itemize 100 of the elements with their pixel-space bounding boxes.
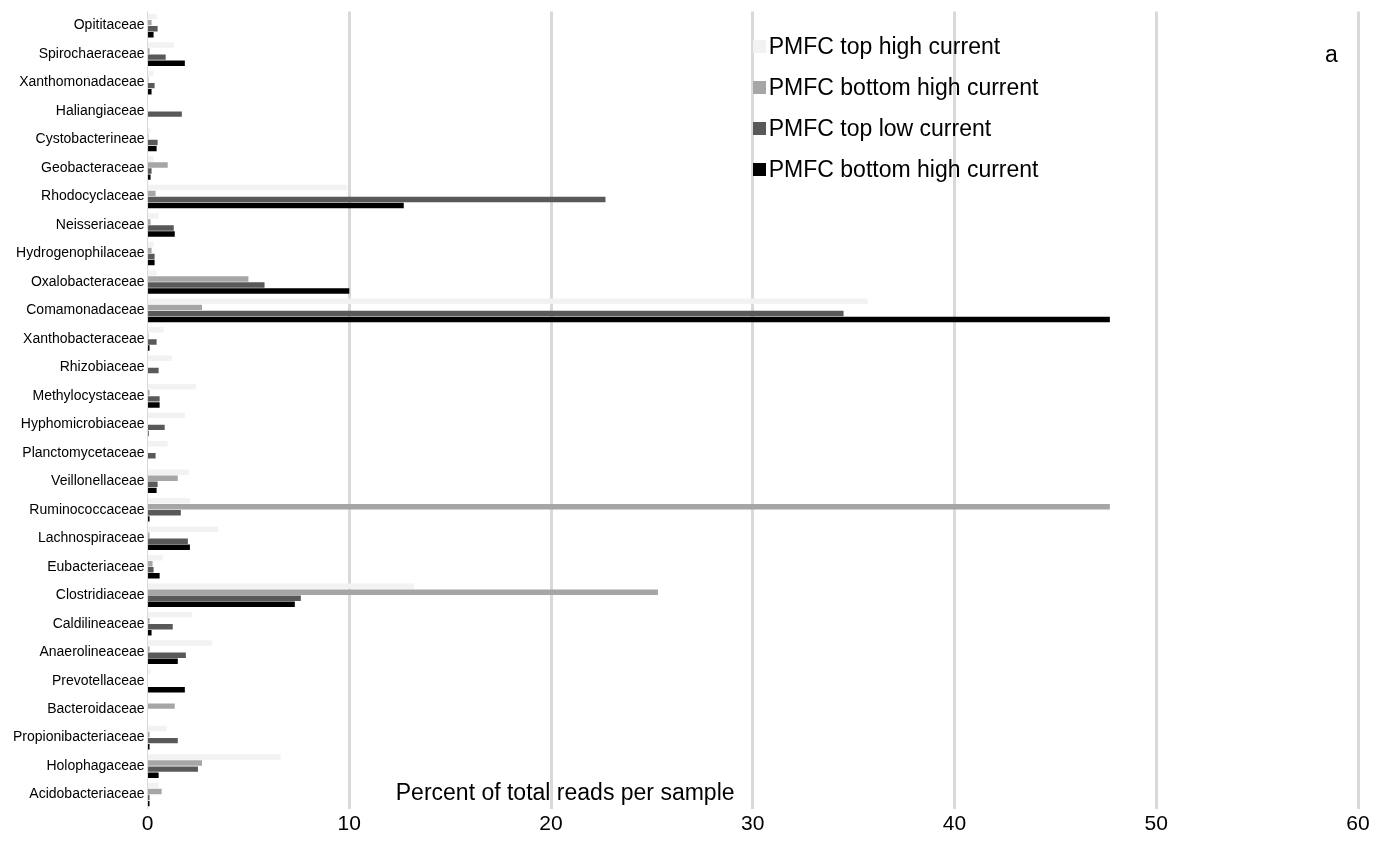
bar	[148, 304, 202, 311]
bar	[148, 145, 157, 152]
bar	[148, 88, 152, 95]
bar	[148, 82, 155, 89]
bar	[148, 367, 159, 374]
bar	[148, 384, 196, 390]
bar	[148, 725, 167, 732]
bar	[148, 623, 173, 630]
bar	[148, 772, 159, 778]
bar	[148, 174, 151, 180]
bar	[148, 487, 157, 494]
y-tick-label: Anaerolineaceae	[39, 643, 145, 660]
bar	[148, 658, 178, 664]
legend-label: PMFC top low current	[768, 115, 992, 143]
x-tick-label: 50	[1144, 811, 1168, 835]
bar	[148, 127, 151, 134]
bar	[148, 504, 1110, 510]
bar	[148, 310, 844, 317]
bar	[148, 111, 182, 117]
y-tick-label: Methylocystaceae	[32, 386, 145, 403]
bar	[148, 595, 301, 601]
bar	[148, 202, 404, 209]
bar	[148, 544, 190, 551]
bar	[148, 219, 151, 225]
bar	[148, 288, 350, 294]
bar	[148, 259, 155, 266]
bar	[148, 298, 868, 305]
bar	[148, 441, 168, 447]
x-tick-label: 10	[337, 811, 361, 835]
bar	[148, 640, 213, 646]
bar	[148, 510, 181, 516]
x-tick-label: 0	[141, 811, 154, 835]
y-tick-label: Lachnospiraceae	[37, 529, 145, 546]
bar	[148, 412, 185, 418]
bar	[148, 355, 172, 362]
x-axis-title: Percent of total reads per sample	[395, 778, 735, 805]
x-tick-label: 60	[1346, 811, 1370, 835]
bar	[148, 70, 154, 77]
bar	[148, 583, 414, 589]
bar	[148, 630, 152, 636]
bar	[148, 754, 281, 760]
bar	[148, 573, 160, 579]
bar	[148, 526, 219, 532]
y-tick-label: Eubacteriaceae	[47, 557, 145, 574]
y-tick-label: Veillonellaceae	[51, 472, 145, 489]
bar	[148, 560, 153, 567]
bar	[148, 766, 198, 772]
bar	[148, 475, 178, 481]
bar	[148, 13, 157, 20]
bar	[148, 42, 174, 48]
bar	[148, 737, 178, 744]
bar	[148, 184, 348, 191]
bar	[148, 270, 157, 276]
bar	[148, 168, 152, 174]
bar	[148, 19, 152, 26]
bar	[148, 60, 185, 66]
y-tick-label: Oxalobacteraceae	[30, 272, 145, 289]
bar	[148, 402, 160, 408]
bar	[148, 139, 158, 146]
bar	[148, 327, 164, 333]
y-tick-label: Propionibacteriaceae	[13, 728, 145, 745]
y-tick-label: Neisseriaceae	[55, 215, 145, 232]
bar	[148, 196, 606, 203]
y-tick-label: Opititaceae	[73, 16, 145, 33]
y-tick-label: Xanthobacteraceae	[23, 329, 145, 346]
bar	[148, 782, 159, 789]
bar	[148, 703, 175, 709]
y-tick-label: Rhodocyclaceae	[41, 187, 145, 204]
y-tick-label: Ruminococcaceae	[29, 500, 145, 517]
bar	[148, 213, 159, 219]
y-tick-label: Haliangiaceae	[55, 101, 145, 118]
x-tick-label: 20	[539, 811, 563, 835]
bar	[148, 538, 188, 544]
bar	[148, 567, 154, 573]
bar	[148, 424, 165, 431]
bar	[148, 190, 156, 197]
bar	[148, 54, 166, 60]
bar	[148, 611, 192, 618]
y-tick-label: Hyphomicrobiaceae	[20, 415, 145, 432]
y-tick-label: Caldilineaceae	[52, 614, 145, 631]
y-tick-label: Bacteroidaceae	[47, 699, 145, 716]
bar	[148, 396, 160, 402]
y-tick-label: Hydrogenophilaceae	[16, 244, 145, 261]
bar	[148, 339, 157, 345]
bar	[148, 25, 158, 32]
x-tick-label: 30	[741, 811, 765, 835]
y-tick-label: Rhizobiaceae	[59, 358, 145, 375]
y-tick-label: Spirochaeraceae	[38, 44, 145, 61]
bar	[148, 497, 190, 504]
bar	[148, 225, 174, 231]
bar	[148, 760, 202, 766]
bar	[148, 241, 154, 248]
bar	[148, 453, 156, 459]
annotation: a	[1325, 41, 1338, 68]
y-tick-label: Cystobacterineae	[35, 130, 145, 147]
bar	[148, 687, 185, 693]
legend-label: PMFC bottom high current	[768, 74, 1039, 102]
bar	[148, 253, 155, 260]
legend-label: PMFC top high current	[768, 33, 1001, 61]
bar	[148, 601, 295, 608]
